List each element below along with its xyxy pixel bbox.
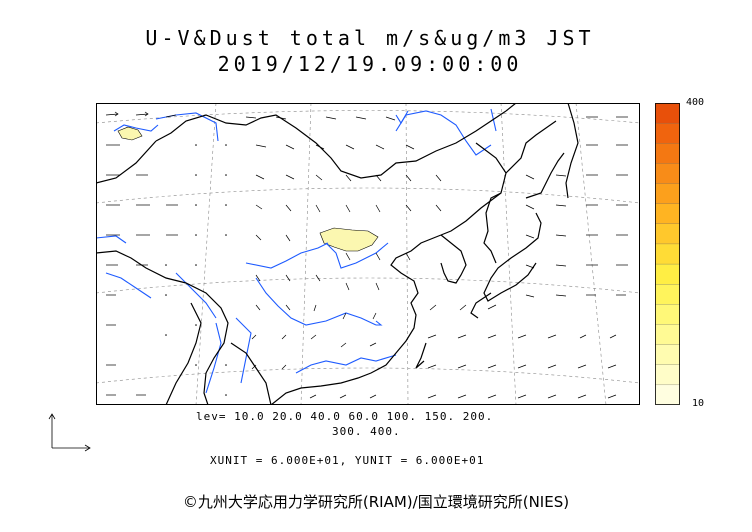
legend-swatch [655, 324, 680, 346]
coastlines [96, 103, 579, 405]
grid-lines [96, 103, 640, 405]
wind-dots [165, 144, 227, 396]
legend-swatch [655, 143, 680, 164]
legend-swatch [655, 203, 680, 225]
rivers [96, 108, 497, 394]
dust-areas [117, 126, 379, 252]
legend-swatch [655, 284, 680, 305]
legend-swatch [655, 384, 680, 405]
contour-levels-line1: lev= 10.0 20.0 40.0 60.0 100. 150. 200. [196, 410, 494, 423]
wind-vectors [105, 111, 628, 399]
color-legend [655, 103, 680, 405]
legend-swatch [655, 243, 680, 265]
legend-swatch [655, 344, 680, 366]
dust-area-mongolia [117, 126, 143, 141]
chart-title: U-V&Dust total m/s&ug/m3 JST [145, 26, 595, 50]
legend-swatch [655, 263, 680, 285]
legend-swatch [655, 304, 680, 325]
legend-swatch [655, 103, 680, 124]
legend-min-label: 10 [692, 398, 705, 409]
axis-reference-arrows [48, 413, 91, 452]
contour-levels-line2: 300. 400. [332, 425, 401, 438]
unit-vector-info: XUNIT = 6.000E+01, YUNIT = 6.000E+01 [210, 454, 485, 467]
timestamp: 2019/12/19.09:00:00 [217, 52, 523, 76]
legend-swatch [655, 163, 680, 184]
legend-swatch [655, 183, 680, 205]
legend-swatch [655, 364, 680, 386]
dust-area-north-china [319, 227, 379, 252]
copyright-notice: ©九州大学応用力学研究所(RIAM)/国立環境研究所(NIES) [182, 493, 570, 511]
legend-max-label: 400 [686, 97, 705, 108]
legend-swatch [655, 223, 680, 245]
legend-swatch [655, 122, 680, 144]
wind-dust-map [96, 103, 640, 405]
